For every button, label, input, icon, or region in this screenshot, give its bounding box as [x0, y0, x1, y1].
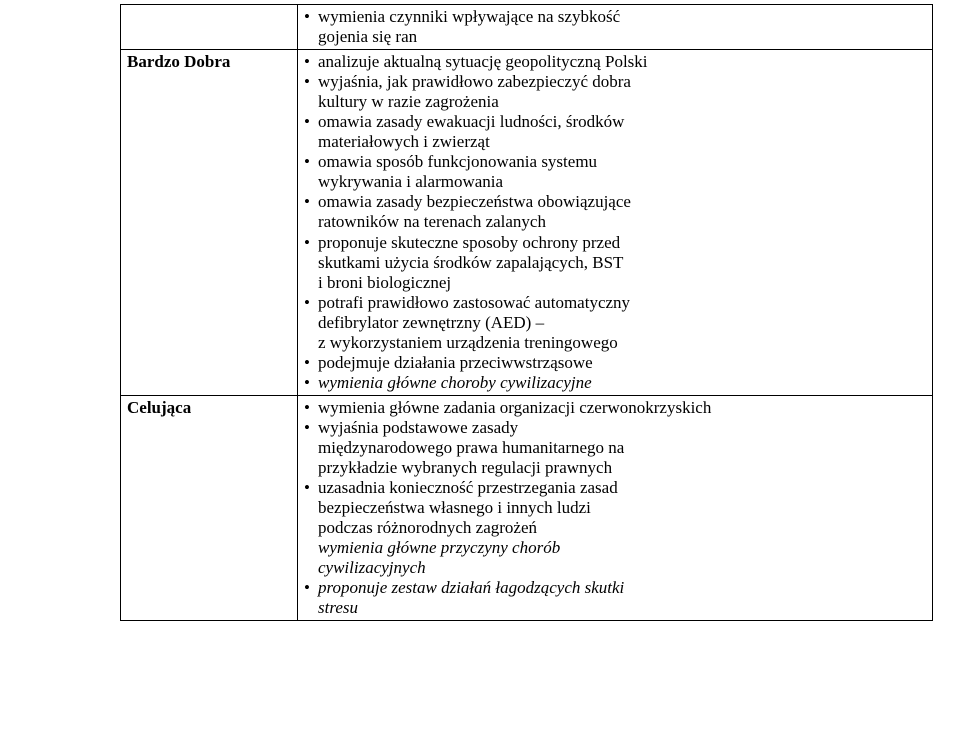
bullet-text: wymienia główne przyczyny chorób	[318, 538, 928, 558]
bullet-text: podejmuje działania przeciwwstrząsowe	[318, 353, 593, 372]
list-item: proponuje zestaw działań łagodzących sku…	[318, 578, 928, 618]
list-item: omawia sposób funkcjonowania systemuwykr…	[318, 152, 928, 192]
bullet-text: skutkami użycia środków zapalających, BS…	[318, 253, 928, 273]
list-item: analizuje aktualną sytuację geopolityczn…	[318, 52, 928, 72]
bullet-text: podczas różnorodnych zagrożeń	[318, 518, 928, 538]
grade-criteria-table: wymienia czynniki wpływające na szybkość…	[120, 4, 933, 621]
bullet-text: bezpieczeństwa własnego i innych ludzi	[318, 498, 928, 518]
table-row: Bardzo Dobra analizuje aktualną sytuację …	[121, 50, 933, 396]
list-item: wyjaśnia, jak prawidłowo zabezpieczyć do…	[318, 72, 928, 112]
table-body: wymienia czynniki wpływające na szybkość…	[121, 5, 933, 621]
bullet-text: omawia zasady ewakuacji ludności, środkó…	[318, 112, 624, 131]
bullet-text: potrafi prawidłowo zastosować automatycz…	[318, 293, 630, 312]
bullet-text: gojenia się ran	[318, 27, 928, 47]
list-item: wymienia główne choroby cywilizacyjne	[318, 373, 928, 393]
bullet-text: cywilizacyjnych	[318, 558, 928, 578]
page: wymienia czynniki wpływające na szybkość…	[0, 0, 960, 740]
bullet-text: wymienia czynniki wpływające na szybkość	[318, 7, 620, 26]
list-item: omawia zasady bezpieczeństwa obowiązując…	[318, 192, 928, 232]
bullet-text: stresu	[318, 598, 928, 618]
list-item: wymienia czynniki wpływające na szybkość…	[318, 7, 928, 47]
bullet-text: defibrylator zewnętrzny (AED) –	[318, 313, 928, 333]
bullet-text: wymienia główne zadania organizacji czer…	[318, 398, 711, 417]
bullet-text: i broni biologicznej	[318, 273, 928, 293]
list-item: wymienia główne zadania organizacji czer…	[318, 398, 928, 418]
list-item: potrafi prawidłowo zastosować automatycz…	[318, 293, 928, 353]
bullet-text: wykrywania i alarmowania	[318, 172, 928, 192]
content-cell: wymienia czynniki wpływające na szybkość…	[298, 5, 933, 50]
bullet-text: omawia zasady bezpieczeństwa obowiązując…	[318, 192, 631, 211]
table-row: Celująca wymienia główne zadania organiza…	[121, 395, 933, 621]
bullet-text: z wykorzystaniem urządzenia treningowego	[318, 333, 928, 353]
bullet-list: wymienia główne zadania organizacji czer…	[304, 398, 928, 619]
bullet-text: omawia sposób funkcjonowania systemu	[318, 152, 597, 171]
grade-cell	[121, 5, 298, 50]
list-item: omawia zasady ewakuacji ludności, środkó…	[318, 112, 928, 152]
list-item: podejmuje działania przeciwwstrząsowe	[318, 353, 928, 373]
grade-cell: Celująca	[121, 395, 298, 621]
bullet-text: kultury w razie zagrożenia	[318, 92, 928, 112]
bullet-text: wyjaśnia, jak prawidłowo zabezpieczyć do…	[318, 72, 631, 91]
bullet-text: międzynarodowego prawa humanitarnego na	[318, 438, 928, 458]
bullet-text: proponuje skuteczne sposoby ochrony prze…	[318, 233, 620, 252]
bullet-text: proponuje zestaw działań łagodzących sku…	[318, 578, 624, 597]
bullet-list: analizuje aktualną sytuację geopolityczn…	[304, 52, 928, 393]
content-cell: analizuje aktualną sytuację geopolityczn…	[298, 50, 933, 396]
bullet-text: materiałowych i zwierząt	[318, 132, 928, 152]
bullet-text: ratowników na terenach zalanych	[318, 212, 928, 232]
bullet-list: wymienia czynniki wpływające na szybkość…	[304, 7, 928, 47]
bullet-text: przykładzie wybranych regulacji prawnych	[318, 458, 928, 478]
table-row: wymienia czynniki wpływające na szybkość…	[121, 5, 933, 50]
list-item: proponuje skuteczne sposoby ochrony prze…	[318, 233, 928, 293]
list-item: wyjaśnia podstawowe zasadymiędzynarodowe…	[318, 418, 928, 478]
bullet-text: analizuje aktualną sytuację geopolityczn…	[318, 52, 648, 71]
bullet-text: wymienia główne choroby cywilizacyjne	[318, 373, 592, 392]
bullet-text: uzasadnia konieczność przestrzegania zas…	[318, 478, 618, 497]
list-item: uzasadnia konieczność przestrzegania zas…	[318, 478, 928, 578]
content-cell: wymienia główne zadania organizacji czer…	[298, 395, 933, 621]
bullet-text: wyjaśnia podstawowe zasady	[318, 418, 518, 437]
grade-cell: Bardzo Dobra	[121, 50, 298, 396]
